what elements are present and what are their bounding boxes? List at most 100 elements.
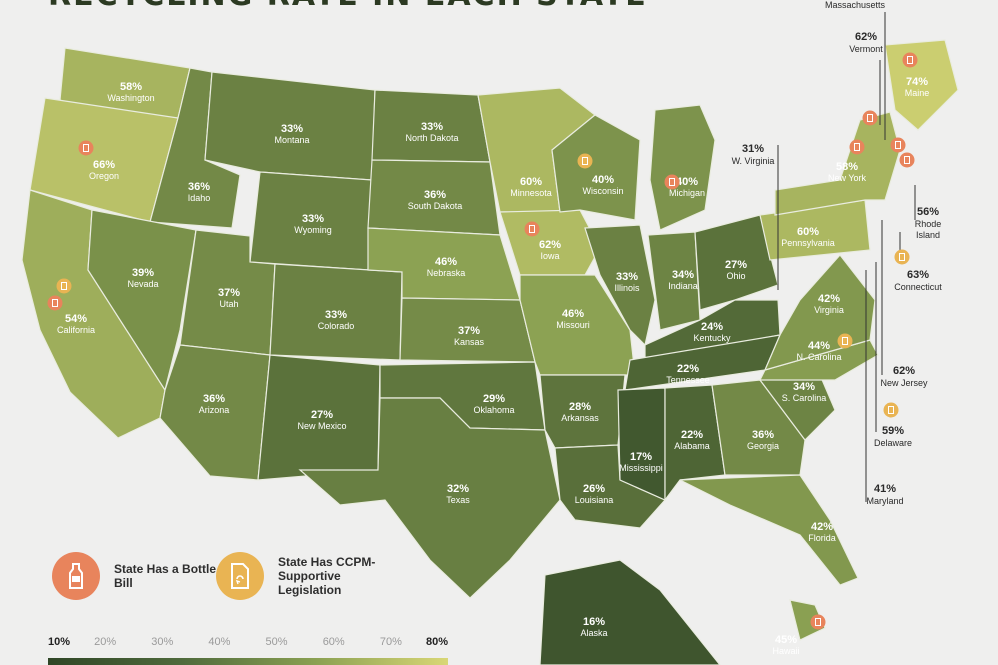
state-name-n-carolina: N. Carolina (796, 352, 841, 362)
scale-gradient-bar (48, 658, 448, 665)
state-name-kentucky: Kentucky (693, 333, 731, 343)
callout-name-maryland: Maryland (866, 496, 903, 506)
ccpm-badge-california (56, 278, 72, 294)
ccpm-badge-connecticut (894, 249, 910, 265)
bottle-bill-badge-connecticut (899, 152, 915, 168)
callout-name-rhode-island-0: Rhode (915, 219, 942, 229)
state-name-louisiana: Louisiana (575, 495, 614, 505)
bottle-bill-badge-vermont (862, 110, 878, 126)
callout-pct-vermont: 62% (855, 31, 877, 43)
bottle-bill-badge-maine (902, 52, 918, 68)
state-pct-louisiana: 26% (583, 483, 605, 495)
state-pct-montana: 33% (281, 123, 303, 135)
state-pct-wyoming: 33% (302, 213, 324, 225)
scale-label: 50% (265, 636, 288, 648)
state-hawaii (789, 599, 826, 641)
ccpm-badge-wisconsin (577, 153, 593, 169)
callout-name-connecticut: Connecticut (894, 282, 942, 292)
state-pct-illinois: 33% (616, 271, 638, 283)
state-name-nevada: Nevada (127, 279, 158, 289)
state-pct-maine: 74% (906, 76, 928, 88)
state-pct-colorado: 33% (325, 309, 347, 321)
scale-label: 10% (48, 636, 71, 648)
state-name-kansas: Kansas (454, 337, 485, 347)
scale-label: 20% (94, 636, 117, 648)
state-name-oklahoma: Oklahoma (473, 405, 514, 415)
state-name-tennessee: Tennessee (666, 375, 710, 385)
state-name-missouri: Missouri (556, 320, 590, 330)
bottle-bill-badge-new-york (849, 139, 865, 155)
state-labels: 58%Washington66%Oregon54%California36%Id… (57, 0, 942, 656)
state-pct-oregon: 66% (93, 159, 115, 171)
state-pct-nebraska: 46% (435, 256, 457, 268)
callout-name-new-jersey: New Jersey (880, 378, 928, 388)
map-title: RECYCLING RATE IN EACH STATE (48, 0, 648, 13)
state-pct-nevada: 39% (132, 267, 154, 279)
state-name-alabama: Alabama (674, 441, 710, 451)
state-name-georgia: Georgia (747, 441, 779, 451)
scale-label: 40% (208, 636, 231, 648)
state-name-utah: Utah (219, 299, 238, 309)
state-pct-virginia: 42% (818, 293, 840, 305)
state-name-north-dakota: North Dakota (405, 133, 458, 143)
bottle-bill-badge-iowa (524, 221, 540, 237)
callout-name-massachusetts: Massachusetts (825, 0, 886, 10)
scale-label: 70% (379, 636, 402, 648)
legend: State Has a Bottle Bill State Has CCPM-S… (48, 552, 468, 612)
color-scale: 10% 20% 30% 40% 50% 60% 70% 80% (48, 636, 448, 665)
state-pct-kansas: 37% (458, 325, 480, 337)
callout-name-rhode-island-1: Island (916, 230, 940, 240)
state-pct-new-york: 58% (836, 161, 858, 173)
state-louisiana (554, 444, 666, 529)
state-name-maine: Maine (905, 88, 930, 98)
bottle-bill-badge-massachusetts (890, 137, 906, 153)
state-pct-oklahoma: 29% (483, 393, 505, 405)
state-name-arkansas: Arkansas (561, 413, 599, 423)
state-pct-minnesota: 60% (520, 176, 542, 188)
state-pct-pennsylvania: 60% (797, 226, 819, 238)
state-georgia (711, 379, 806, 476)
state-name-oregon: Oregon (89, 171, 119, 181)
state-pct-alaska: 16% (583, 616, 605, 628)
state-pct-california: 54% (65, 313, 87, 325)
state-pct-texas: 32% (447, 483, 469, 495)
state-pct-new-mexico: 27% (311, 409, 333, 421)
state-name-new-mexico: New Mexico (297, 421, 346, 431)
recycle-document-icon (216, 552, 264, 600)
state-name-ohio: Ohio (726, 271, 745, 281)
state-florida (679, 474, 859, 586)
state-name-michigan: Michigan (669, 188, 705, 198)
state-name-hawaii: Hawaii (772, 646, 799, 656)
state-alaska (539, 559, 721, 665)
state-michigan (649, 104, 716, 231)
callout-pct-delaware: 59% (882, 425, 904, 437)
state-name-s-carolina: S. Carolina (782, 393, 827, 403)
state-pct-georgia: 36% (752, 429, 774, 441)
state-name-washington: Washington (107, 93, 154, 103)
scale-label: 30% (151, 636, 174, 648)
state-nevada (87, 209, 197, 392)
legislation-badges (47, 52, 918, 630)
state-pct-kentucky: 24% (701, 321, 723, 333)
state-name-south-dakota: South Dakota (408, 201, 463, 211)
state-pct-arizona: 36% (203, 393, 225, 405)
state-name-idaho: Idaho (188, 193, 211, 203)
legend-ccpm: State Has CCPM-Supportive Legislation (216, 552, 398, 600)
bottle-bill-badge-california (47, 295, 63, 311)
legend-ccpm-label: State Has CCPM-Supportive Legislation (278, 555, 376, 597)
callout-pct-rhode-island: 56% (917, 206, 939, 218)
state-name-florida: Florida (808, 533, 836, 543)
state-pct-south-dakota: 36% (424, 189, 446, 201)
state-ohio (694, 214, 779, 311)
state-pct-missouri: 46% (562, 308, 584, 320)
state-pct-iowa: 62% (539, 239, 561, 251)
state-name-montana: Montana (274, 135, 309, 145)
state-pct-s-carolina: 34% (793, 381, 815, 393)
callout-pct-w-virginia: 31% (742, 143, 764, 155)
state-pct-ohio: 27% (725, 259, 747, 271)
bottle-bill-badge-oregon (78, 140, 94, 156)
callout-name-delaware: Delaware (874, 438, 912, 448)
state-name-indiana: Indiana (668, 281, 698, 291)
bottle-bill-badge-michigan (664, 174, 680, 190)
